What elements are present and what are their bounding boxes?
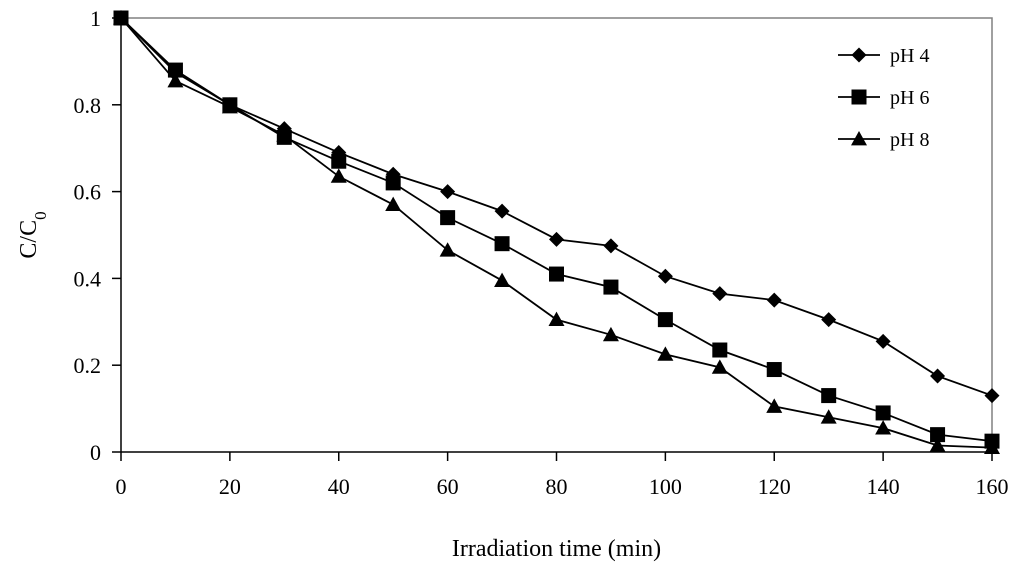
data-point xyxy=(930,368,946,384)
data-point xyxy=(821,388,837,404)
legend: pH 4 pH 6 pH 8 xyxy=(838,45,929,151)
series-ph-4 xyxy=(113,10,1000,404)
data-point xyxy=(657,346,674,361)
data-point xyxy=(984,388,1000,404)
y-axis-title: C/C0 xyxy=(16,211,50,258)
y-tick-label: 0 xyxy=(90,440,101,465)
data-point xyxy=(875,333,891,349)
data-point xyxy=(875,420,892,435)
y-axis-title-main: C/C xyxy=(16,220,42,259)
x-tick-label: 120 xyxy=(758,474,791,499)
data-point xyxy=(929,437,946,452)
data-point xyxy=(385,175,401,191)
data-point xyxy=(113,10,129,25)
data-point xyxy=(221,98,238,114)
data-point xyxy=(766,362,782,378)
data-point xyxy=(603,238,619,254)
data-point xyxy=(820,409,837,424)
data-point xyxy=(549,266,564,282)
plot-frame-border xyxy=(121,17,993,452)
series-ph-6 xyxy=(113,10,1000,449)
series-layer xyxy=(113,10,1000,455)
legend-marker xyxy=(851,47,867,63)
data-point xyxy=(549,231,564,247)
x-tick-label: 100 xyxy=(649,474,682,499)
y-tick-label: 0.6 xyxy=(74,180,102,205)
data-point xyxy=(331,153,347,169)
data-point xyxy=(875,405,891,421)
data-point xyxy=(276,127,293,142)
x-tick-label: 80 xyxy=(546,474,568,499)
data-point xyxy=(657,312,673,328)
series-line xyxy=(120,17,993,397)
legend-entry: pH 8 xyxy=(838,129,929,151)
data-point xyxy=(440,210,456,226)
legend-marker xyxy=(851,89,867,105)
x-tick-label: 160 xyxy=(976,474,1009,499)
legend-entry: pH 4 xyxy=(838,45,929,67)
x-tick-label: 60 xyxy=(437,474,459,499)
x-tick-label: 0 xyxy=(116,474,127,499)
data-point xyxy=(984,439,1000,455)
data-point xyxy=(711,359,728,374)
data-point xyxy=(712,342,728,358)
legend-label: pH 4 xyxy=(890,45,929,67)
data-point xyxy=(494,272,511,287)
y-axis-title-subscript: 0 xyxy=(31,211,50,220)
y-tick-label: 0.4 xyxy=(74,266,102,291)
data-point xyxy=(821,312,837,328)
x-axis-title: Irradiation time (min) xyxy=(452,536,661,562)
x-tick-label: 140 xyxy=(867,474,900,499)
y-tick-label: 1 xyxy=(90,6,101,31)
data-point xyxy=(766,398,783,413)
series-line xyxy=(120,17,993,443)
axes: 0 20 40 60 80 100 120 140 160 0 0.2 0.4 0.6 0.8 1 xyxy=(74,6,1009,499)
legend-label: pH 6 xyxy=(890,87,929,109)
data-point xyxy=(385,196,402,212)
data-point xyxy=(602,326,619,342)
data-point xyxy=(494,236,510,252)
data-point xyxy=(167,72,184,88)
data-point xyxy=(494,203,510,219)
legend-label: pH 8 xyxy=(890,129,929,151)
data-point xyxy=(439,242,456,257)
data-point xyxy=(440,184,456,200)
data-point xyxy=(603,279,619,295)
data-point xyxy=(167,62,183,78)
legend-marker xyxy=(851,131,867,146)
legend-entry: pH 6 xyxy=(838,87,929,109)
data-point xyxy=(766,292,782,308)
x-tick-label: 20 xyxy=(219,474,241,499)
data-point xyxy=(548,311,565,327)
data-point xyxy=(712,286,728,302)
data-point xyxy=(330,168,347,183)
y-tick-label: 0.8 xyxy=(74,93,102,118)
y-tick-label: 0.2 xyxy=(74,353,102,378)
x-tick-label: 40 xyxy=(328,474,350,499)
series-ph-8 xyxy=(113,10,1000,455)
data-point xyxy=(657,268,673,284)
data-point xyxy=(930,427,946,443)
plot-frame xyxy=(121,17,993,452)
